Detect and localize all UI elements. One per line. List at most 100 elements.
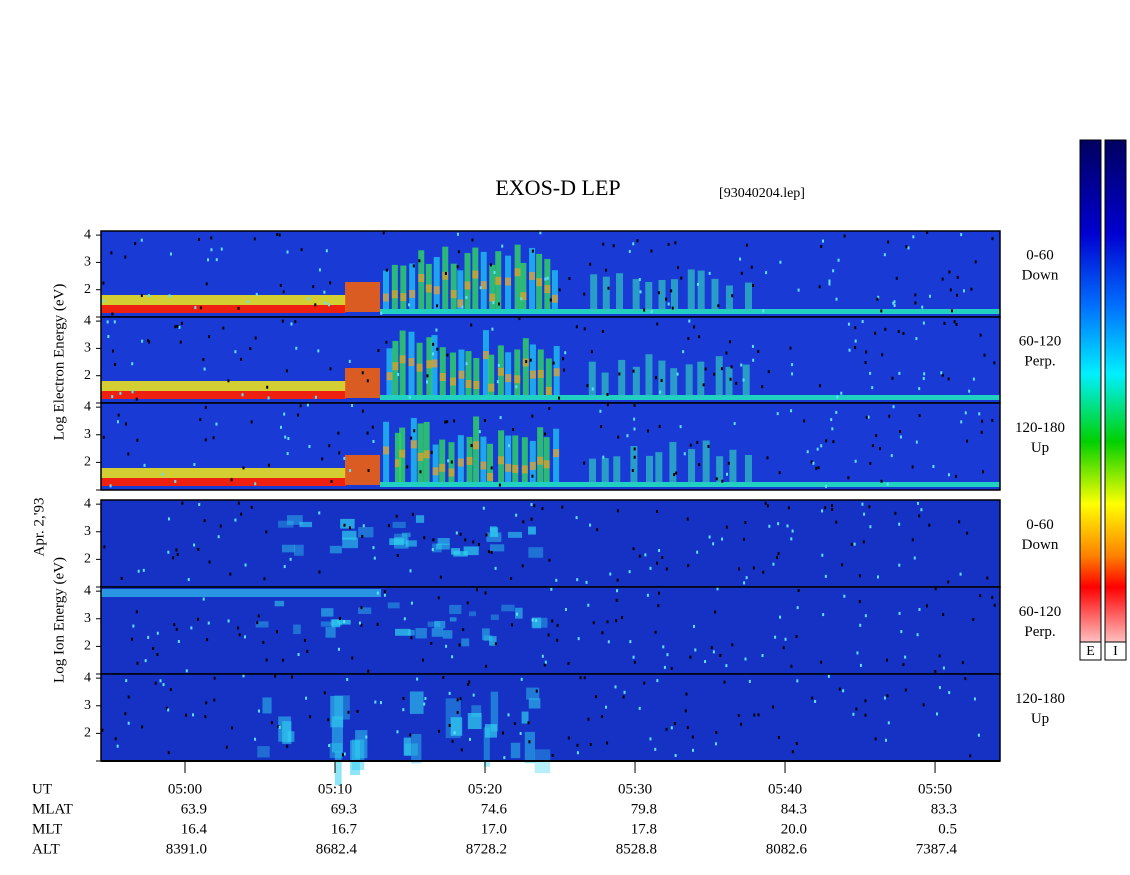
noise	[198, 503, 201, 507]
structure	[537, 369, 544, 378]
noise	[234, 518, 237, 522]
ion-patch	[281, 544, 295, 553]
noise	[947, 473, 950, 477]
noise	[257, 709, 260, 713]
noise	[814, 699, 817, 703]
y-tick-label: 4	[84, 227, 91, 242]
ephemeris-value: 8528.8	[616, 841, 657, 857]
noise	[242, 466, 245, 470]
noise	[387, 524, 390, 528]
noise	[636, 239, 639, 243]
noise	[886, 694, 889, 698]
noise	[847, 476, 850, 480]
noise	[899, 435, 902, 439]
noise	[899, 429, 902, 433]
noise	[649, 737, 652, 741]
noise	[154, 681, 157, 685]
structure	[702, 440, 710, 484]
ion-patch	[334, 751, 342, 786]
y-tick-label: 3	[84, 255, 91, 270]
noise	[204, 438, 207, 442]
noise	[459, 697, 462, 701]
structure	[553, 368, 560, 377]
structure	[512, 435, 519, 482]
noise	[147, 635, 150, 639]
noise	[558, 396, 561, 400]
noise	[752, 566, 755, 570]
noise	[192, 713, 195, 717]
noise	[544, 277, 547, 281]
noise	[410, 601, 413, 605]
noise	[991, 418, 994, 422]
noise	[922, 321, 925, 325]
noise	[859, 623, 862, 627]
noise	[795, 742, 798, 746]
structure	[632, 279, 640, 311]
noise	[646, 429, 649, 433]
panel-angle: 0-60	[1026, 517, 1054, 533]
noise	[841, 563, 844, 567]
noise	[764, 501, 767, 505]
noise	[854, 326, 857, 330]
noise	[660, 378, 663, 382]
noise	[305, 696, 308, 700]
ion-patch	[342, 530, 357, 540]
noise	[650, 310, 653, 314]
noise	[831, 507, 834, 511]
noise	[303, 638, 306, 642]
ion-patch	[451, 548, 461, 555]
noise	[161, 472, 164, 476]
noise	[684, 709, 687, 713]
noise	[472, 540, 475, 544]
noise	[920, 508, 923, 512]
noise	[791, 363, 794, 367]
file-name: [93040204.lep]	[719, 186, 805, 201]
noise	[435, 328, 438, 332]
structure	[432, 444, 439, 482]
noise	[576, 743, 579, 747]
structure	[601, 372, 609, 397]
structure	[590, 274, 598, 311]
noise	[168, 294, 171, 298]
noise	[791, 529, 794, 533]
noise	[438, 729, 441, 733]
noise	[830, 418, 833, 422]
noise	[914, 301, 917, 305]
spectrogram-background	[101, 587, 1000, 674]
noise	[116, 744, 119, 748]
noise	[278, 233, 281, 237]
noise	[446, 420, 449, 424]
noise	[543, 663, 546, 667]
y-tick-label: 3	[84, 524, 91, 539]
structure	[400, 293, 407, 302]
noise	[887, 721, 890, 725]
panel-direction: Perp.	[1024, 353, 1055, 369]
low-energy-band	[101, 478, 346, 486]
noise	[766, 456, 769, 460]
panel-direction: Down	[1022, 537, 1059, 553]
noise	[174, 325, 177, 329]
noise	[244, 635, 247, 639]
noise	[993, 603, 996, 607]
noise	[268, 463, 271, 467]
noise	[817, 466, 820, 470]
structure	[505, 374, 512, 383]
y-tick-label: 3	[84, 611, 91, 626]
ion-patch	[490, 614, 499, 620]
noise	[217, 535, 220, 539]
ephemeris-value: 16.4	[181, 821, 208, 837]
noise	[396, 554, 399, 558]
noise	[859, 663, 862, 667]
noise	[551, 753, 554, 757]
noise	[954, 474, 957, 478]
noise	[131, 362, 134, 366]
noise	[544, 660, 547, 664]
noise	[169, 688, 172, 692]
noise	[373, 556, 376, 560]
ion-patch	[484, 724, 497, 738]
noise	[907, 246, 910, 250]
noise	[587, 603, 590, 607]
noise	[379, 701, 382, 705]
structure	[473, 441, 480, 450]
noise	[343, 456, 346, 460]
